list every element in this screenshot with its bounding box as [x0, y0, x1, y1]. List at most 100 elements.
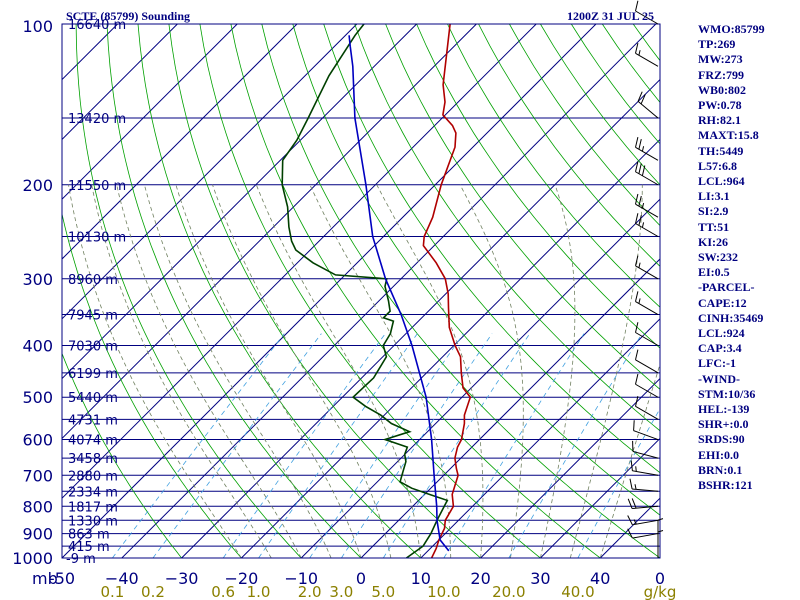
index-line: CINH:35469 [698, 310, 764, 325]
mixing-ratio-line [152, 333, 322, 558]
temperature-tick-label: 30 [530, 569, 550, 588]
wind-barb [635, 322, 659, 346]
dry-adiabat [75, 24, 302, 558]
temperature-tick-label: −20 [225, 569, 259, 588]
index-line: FRZ:799 [698, 67, 744, 82]
mixing-ratio-line [341, 333, 493, 558]
height-label: 5440 m [68, 391, 118, 406]
isotherm [480, 377, 660, 558]
moist-adiabat [116, 184, 302, 558]
index-line: BRN:0.1 [698, 462, 743, 477]
index-line: TT:51 [698, 219, 730, 234]
height-label: 863 m [68, 528, 110, 543]
mixing-ratio-line [508, 333, 643, 558]
height-label: 2334 m [68, 485, 118, 500]
index-line: PW:0.78 [698, 98, 742, 113]
height-label: 4731 m [68, 413, 118, 428]
wind-barb [635, 255, 659, 280]
pressure-tick-label: 900 [22, 525, 53, 544]
index-line: EHI:0.0 [698, 447, 740, 462]
wind-barb [635, 396, 659, 420]
wind-barb [629, 478, 659, 492]
wind-barb [632, 440, 659, 459]
index-line: BSHR:121 [698, 478, 753, 493]
temperature-tick-label: 20 [470, 569, 490, 588]
index-line: TP:269 [698, 37, 736, 52]
isotherm [62, 24, 178, 141]
isotherm [62, 24, 597, 558]
wind-barb [627, 528, 659, 539]
pressure-tick-label: 500 [22, 388, 53, 407]
height-label: 7945 m [68, 309, 118, 324]
index-line: WB0:802 [698, 82, 746, 97]
index-line: KI:26 [698, 234, 728, 249]
moist-adiabat [540, 184, 576, 558]
temperature-tick-label: 10 [411, 569, 431, 588]
mixing-ratio-label: 40.0 [561, 583, 594, 600]
wind-barb [657, 518, 664, 547]
dry-adiabat [447, 24, 660, 308]
mixing-ratio-label: 20.0 [492, 583, 525, 600]
temperature-tick-label: −40 [105, 569, 139, 588]
wind-barb [635, 42, 659, 67]
moist-adiabat [68, 184, 242, 558]
mixing-ratio-line [577, 407, 660, 558]
height-label: 11550 m [68, 179, 126, 194]
height-label: -9 m [66, 552, 96, 567]
isotherm [121, 24, 657, 558]
wind-barb [633, 420, 659, 441]
pressure-tick-label: 400 [22, 337, 53, 356]
mixing-ratio-label: 1.0 [247, 583, 271, 600]
dry-adiabat [199, 24, 541, 558]
mixing-ratio-line [309, 333, 464, 558]
height-label: 1817 m [68, 500, 118, 515]
isotherm [62, 24, 358, 320]
dry-adiabat [323, 24, 660, 474]
isotherm [360, 258, 660, 558]
moist-adiabat [459, 184, 524, 558]
moist-adiabat [144, 184, 332, 558]
mixing-ratio-label: 10.0 [427, 583, 460, 600]
temperature-profile [422, 24, 472, 558]
temperature-tick-label: 0 [655, 569, 665, 588]
wind-barb [635, 137, 659, 161]
mixing-ratio-line [382, 333, 531, 558]
mixing-ratio-line [222, 333, 386, 558]
index-line: L57:6.8 [698, 158, 737, 173]
parcel-profile [348, 35, 450, 552]
dry-adiabat [385, 24, 660, 390]
wind-barb [627, 498, 659, 510]
height-label: 13420 m [68, 112, 126, 127]
index-line: -WIND- [698, 371, 740, 386]
temperature-tick-label: 40 [590, 569, 610, 588]
wind-barb [635, 0, 659, 25]
moist-adiabat [376, 184, 484, 558]
pressure-tick-label: 100 [22, 17, 53, 36]
wind-barb [627, 515, 659, 526]
moist-adiabat [91, 184, 272, 558]
dry-adiabat [137, 24, 422, 558]
index-line: LI:3.1 [698, 189, 730, 204]
pressure-tick-label: 200 [22, 176, 53, 195]
plot-frame [61, 23, 661, 559]
index-line: RH:82.1 [698, 113, 741, 128]
index-line: CAPE:12 [698, 295, 747, 310]
pressure-tick-label: 700 [22, 466, 53, 485]
moist-adiabat [309, 184, 452, 558]
indices-panel: WMO:85799 TP:269 MW:273 FRZ:799 WB0:802 PW:0.… [698, 22, 798, 493]
moist-adiabat [569, 184, 643, 558]
isotherm [181, 78, 660, 558]
mixing-ratio-label: 2.0 [298, 583, 322, 600]
index-line: MW:273 [698, 52, 743, 67]
wind-barb [637, 91, 659, 119]
index-line: CAP:3.4 [698, 341, 742, 356]
wind-barb [635, 161, 659, 186]
mixing-ratio-line [258, 333, 418, 558]
mixing-ratio-label: 3.0 [329, 583, 353, 600]
mixing-ratio-label: 5.0 [371, 583, 395, 600]
height-label: 8960 m [68, 273, 118, 288]
isotherm [300, 198, 660, 558]
chart-title-left: SCTE (85799) Sounding [66, 9, 190, 23]
height-label: 16640 m [68, 18, 126, 33]
height-label: 3458 m [68, 452, 118, 467]
